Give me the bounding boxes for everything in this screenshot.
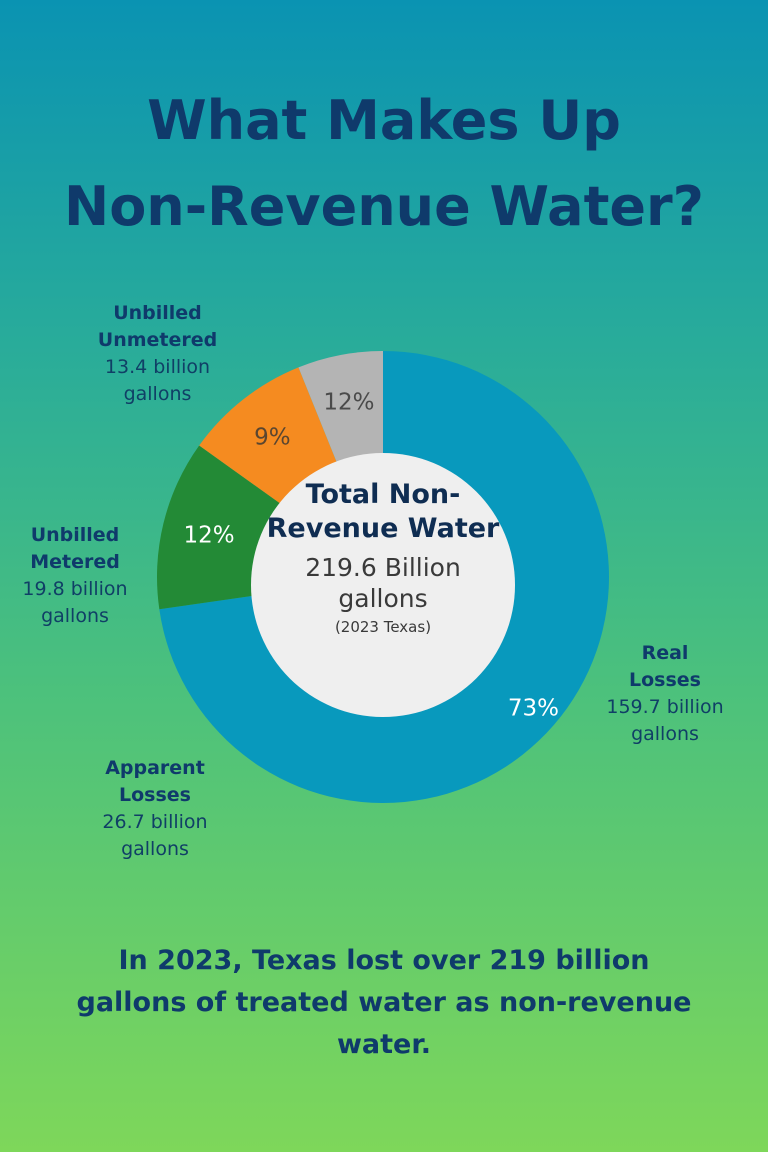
label-name: Metered xyxy=(30,551,120,573)
label-unit: gallons xyxy=(631,723,699,745)
slice-percent-label: 12% xyxy=(323,389,374,415)
legend-label-real-losses: Real Losses 159.7 billion gallons xyxy=(575,640,755,748)
label-unit: gallons xyxy=(123,383,192,405)
label-unit: gallons xyxy=(41,605,109,627)
legend-label-apparent-losses: Apparent Losses 26.7 billion gallons xyxy=(65,755,245,863)
center-total-value: 219.6 Billion xyxy=(305,553,461,582)
label-name: Real xyxy=(641,642,689,664)
label-amount: 26.7 billion xyxy=(102,811,208,833)
title-line-2: Non-Revenue Water? xyxy=(64,175,704,238)
legend-label-unbilled-metered: Unbilled Metered 19.8 billion gallons xyxy=(0,522,150,630)
label-amount: 19.8 billion xyxy=(22,578,128,600)
label-amount: 13.4 billion xyxy=(104,356,211,378)
title-line-1: What Makes Up xyxy=(147,89,621,152)
label-name: Losses xyxy=(119,784,191,806)
label-name: Losses xyxy=(629,669,701,691)
label-amount: 159.7 billion xyxy=(606,696,724,718)
slice-percent-label: 9% xyxy=(254,424,291,450)
page-title: What Makes Up Non-Revenue Water? xyxy=(0,78,768,250)
donut-center-label: Total Non-Revenue Water 219.6 Billion ga… xyxy=(253,478,513,636)
center-total: 219.6 Billion gallons xyxy=(253,552,513,614)
label-name: Unmetered xyxy=(97,329,218,351)
center-total-unit: gallons xyxy=(338,584,428,613)
legend-label-unbilled-unmetered: Unbilled Unmetered 13.4 billion gallons xyxy=(75,300,240,408)
donut-hole xyxy=(251,453,515,717)
label-name: Unbilled xyxy=(113,302,202,324)
slice-percent-label: 73% xyxy=(508,695,559,721)
center-note: (2023 Texas) xyxy=(334,618,432,636)
slice-percent-label: 12% xyxy=(184,523,235,549)
footer-text: In 2023, Texas lost over 219 billion gal… xyxy=(76,945,692,1060)
center-title: Total Non-Revenue Water xyxy=(266,479,500,544)
label-name: Unbilled xyxy=(30,524,120,546)
label-name: Apparent xyxy=(105,757,205,779)
label-unit: gallons xyxy=(121,838,189,860)
